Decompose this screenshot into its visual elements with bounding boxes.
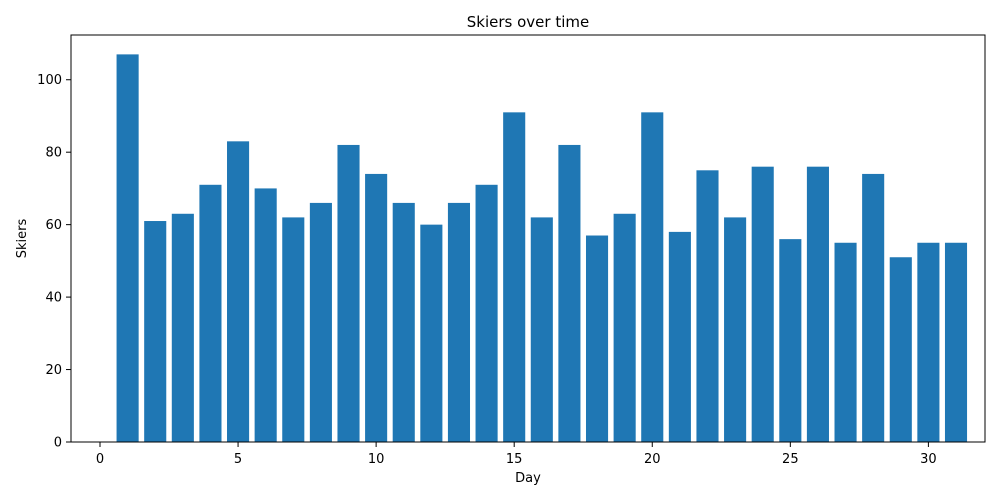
bar-day-4 bbox=[199, 184, 222, 442]
x-tick-label: 5 bbox=[234, 452, 242, 467]
y-tick-label: 100 bbox=[37, 73, 62, 88]
bar-day-25 bbox=[779, 239, 802, 442]
y-axis-title: Skiers bbox=[15, 219, 30, 259]
bar-day-30 bbox=[917, 242, 940, 442]
bar-day-29 bbox=[889, 257, 912, 442]
plot-frame bbox=[70, 34, 986, 443]
bar-day-8 bbox=[309, 202, 332, 442]
bar-day-21 bbox=[668, 231, 691, 442]
bar-day-14 bbox=[475, 184, 498, 442]
bar-day-13 bbox=[447, 202, 471, 442]
bar-day-9 bbox=[337, 144, 360, 442]
x-axis-title: Day bbox=[515, 471, 541, 486]
bar-day-15 bbox=[503, 112, 526, 442]
bar-day-7 bbox=[282, 217, 305, 442]
y-tick-label: 80 bbox=[45, 146, 62, 161]
bar-day-12 bbox=[420, 224, 443, 442]
y-tick-label: 20 bbox=[45, 363, 62, 378]
bar-day-10 bbox=[365, 173, 388, 443]
x-axis-ticks: 0 5 10 15 20 25 30 bbox=[96, 442, 937, 467]
bar-day-31 bbox=[944, 242, 968, 442]
bar-day-3 bbox=[171, 213, 194, 442]
chart-title: Skiers over time bbox=[467, 13, 589, 31]
bar-day-22 bbox=[696, 170, 719, 442]
bar-day-24 bbox=[751, 166, 774, 442]
bar-day-2 bbox=[144, 221, 167, 442]
bar-day-6 bbox=[254, 188, 277, 442]
x-tick-label: 15 bbox=[506, 452, 523, 467]
y-tick-label: 60 bbox=[45, 218, 62, 233]
bar-day-1 bbox=[116, 54, 139, 442]
bar-day-28 bbox=[862, 173, 885, 443]
bars-group bbox=[116, 54, 968, 443]
bar-day-26 bbox=[806, 166, 829, 442]
bar-day-17 bbox=[558, 144, 581, 442]
bar-day-23 bbox=[724, 217, 747, 442]
bar-day-11 bbox=[392, 202, 415, 442]
bar-day-20 bbox=[641, 112, 664, 442]
bar-day-16 bbox=[530, 217, 553, 442]
x-tick-label: 25 bbox=[782, 452, 799, 467]
bar-day-18 bbox=[585, 235, 609, 442]
x-tick-label: 0 bbox=[96, 452, 104, 467]
x-tick-label: 30 bbox=[920, 452, 937, 467]
y-tick-label: 40 bbox=[45, 291, 62, 306]
x-tick-label: 10 bbox=[368, 452, 385, 467]
bar-day-19 bbox=[613, 213, 636, 442]
y-axis-ticks: 0 20 40 60 80 100 bbox=[37, 73, 71, 451]
y-tick-label: 0 bbox=[54, 436, 62, 451]
bar-day-5 bbox=[227, 141, 250, 442]
bar-day-27 bbox=[834, 242, 857, 442]
x-tick-label: 20 bbox=[644, 452, 661, 467]
